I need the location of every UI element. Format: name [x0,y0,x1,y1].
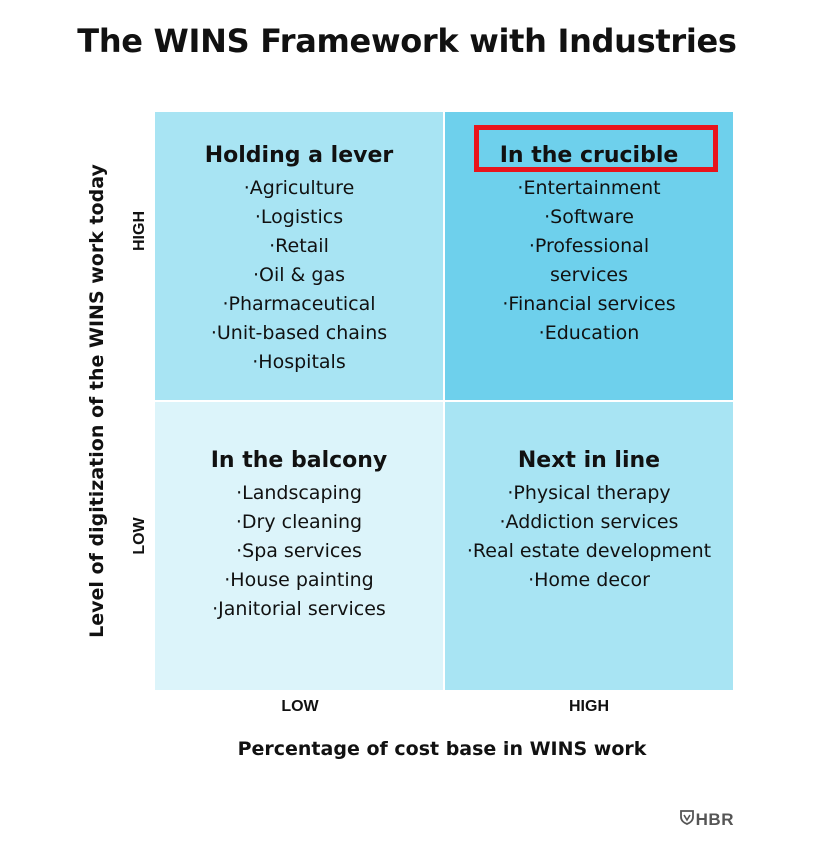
list-item: ·Hospitals [252,351,346,373]
quadrant-holding-a-lever: Holding a lever ·Agriculture ·Logistics … [155,112,443,400]
list-item: ·Software [544,206,634,228]
list-item: ·Landscaping [236,482,362,504]
list-item: ·Financial services [502,293,676,315]
list-item: ·Oil & gas [252,264,346,286]
quadrant-in-the-crucible: In the crucible ·Entertainment ·Software… [445,112,733,400]
list-item: ·Entertainment [517,177,661,199]
list-item: ·Education [538,322,640,344]
highlight-box [474,125,718,172]
list-item: ·Addiction services [499,511,679,533]
list-item: ·Retail [269,235,329,257]
list-item: ·Physical therapy [507,482,671,504]
hbr-logo: HBR [679,810,734,830]
y-axis-low-label: LOW [131,517,148,555]
list-item: ·House painting [224,569,374,591]
industry-list: ·Entertainment ·Software ·Professional s… [445,174,733,348]
list-item: ·Real estate development [466,540,712,562]
list-item: ·Dry cleaning [235,511,363,533]
quadrant-next-in-line: Next in line ·Physical therapy ·Addictio… [445,402,733,690]
industry-list: ·Agriculture ·Logistics ·Retail ·Oil & g… [155,174,443,377]
list-item: ·Janitorial services [212,598,386,620]
quadrant-grid: Holding a lever ·Agriculture ·Logistics … [155,112,733,690]
list-item: ·Professional services [528,235,650,286]
industry-list: ·Physical therapy ·Addiction services ·R… [445,479,733,595]
shield-icon [679,810,696,830]
industry-list: ·Landscaping ·Dry cleaning ·Spa services… [155,479,443,624]
list-item: ·Home decor [528,569,650,591]
list-item: ·Unit-based chains [210,322,388,344]
list-item: ·Logistics [254,206,344,228]
page-title: The WINS Framework with Industries [77,22,737,60]
quadrant-in-the-balcony: In the balcony ·Landscaping ·Dry cleanin… [155,402,443,690]
list-item: ·Pharmaceutical [222,293,376,315]
quadrant-title: In the crucible [499,143,679,168]
logo-text: HBR [695,810,734,829]
quadrant-title: In the balcony [210,448,388,473]
x-axis-high-label: HIGH [569,698,609,715]
list-item: ·Spa services [236,540,362,562]
list-item: ·Agriculture [243,177,355,199]
quadrant-title: Holding a lever [204,143,394,168]
x-axis-label: Percentage of cost base in WINS work [237,738,647,760]
y-axis-label: Level of digitization of the WINS work t… [86,164,108,638]
y-axis-high-label: HIGH [131,211,148,251]
quadrant-title: Next in line [517,448,661,473]
x-axis-low-label: LOW [281,698,319,715]
